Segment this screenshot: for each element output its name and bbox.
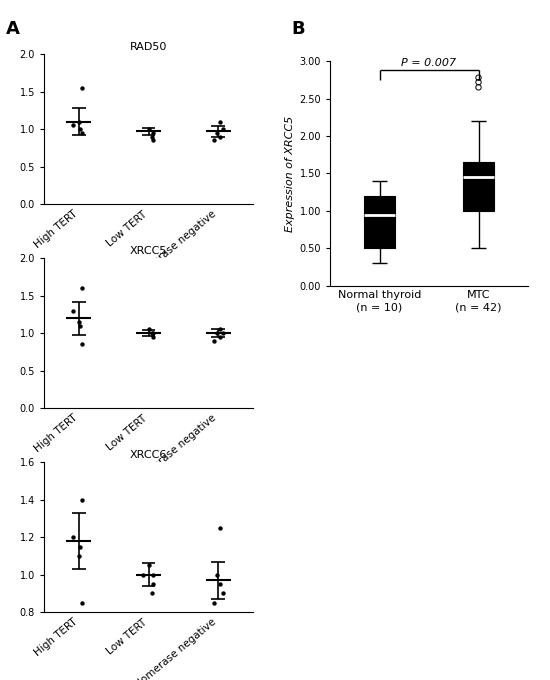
Y-axis label: Expression of XRCC5: Expression of XRCC5: [285, 116, 295, 231]
Point: [210, 135, 219, 146]
Point: [216, 522, 224, 533]
Point: [148, 328, 157, 339]
Point: [139, 569, 148, 580]
Title: XRCC5: XRCC5: [130, 246, 167, 256]
Point: [219, 124, 228, 135]
Point: [148, 579, 157, 590]
Text: B: B: [292, 20, 305, 38]
Point: [219, 588, 228, 598]
Point: [74, 317, 83, 328]
Point: [147, 588, 156, 598]
Point: [69, 305, 78, 316]
Point: [145, 324, 154, 335]
Point: [474, 77, 483, 88]
Point: [69, 532, 78, 543]
Point: [78, 283, 86, 294]
Point: [69, 120, 78, 131]
Point: [212, 328, 221, 339]
Point: [212, 128, 221, 139]
Point: [216, 131, 224, 142]
Point: [145, 124, 154, 135]
Point: [216, 324, 224, 335]
Text: A: A: [6, 20, 19, 38]
Text: P = 0.007: P = 0.007: [402, 58, 456, 68]
Point: [148, 332, 157, 343]
Point: [76, 541, 85, 552]
Point: [210, 597, 219, 608]
Point: [148, 135, 157, 146]
Point: [474, 72, 483, 83]
Title: XRCC6: XRCC6: [130, 450, 167, 460]
Point: [77, 339, 86, 350]
Point: [219, 328, 228, 339]
Point: [74, 551, 83, 562]
Point: [76, 124, 85, 135]
Point: [77, 128, 86, 139]
Point: [74, 116, 83, 127]
Point: [216, 579, 224, 590]
Point: [216, 116, 224, 127]
Bar: [463, 163, 494, 211]
Point: [76, 320, 85, 331]
Point: [148, 569, 157, 580]
Point: [210, 335, 219, 346]
Title: RAD50: RAD50: [130, 42, 167, 52]
Point: [145, 560, 154, 571]
Point: [77, 597, 86, 608]
Bar: [364, 196, 395, 248]
Point: [148, 128, 157, 139]
Point: [78, 494, 86, 505]
Point: [147, 131, 156, 142]
Point: [212, 569, 221, 580]
Point: [147, 328, 156, 339]
Point: [78, 83, 86, 94]
Point: [474, 82, 483, 93]
Point: [216, 332, 224, 343]
